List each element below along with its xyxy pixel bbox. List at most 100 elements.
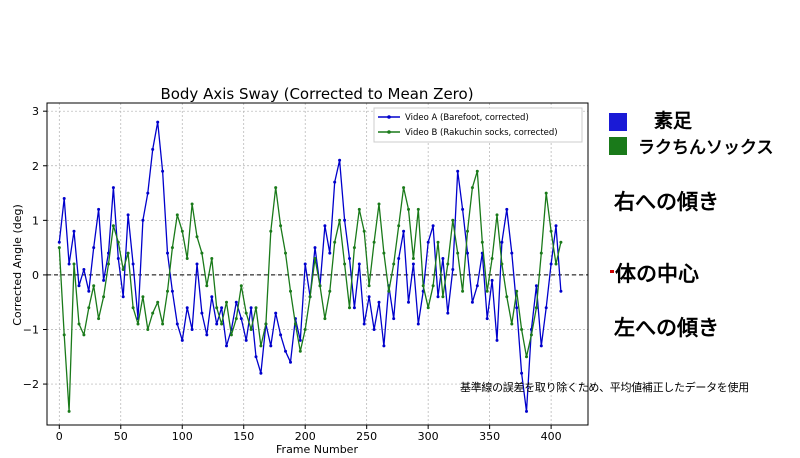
data-point xyxy=(554,224,558,228)
data-point xyxy=(357,262,361,266)
data-point xyxy=(352,246,356,250)
label-right-tilt: 右への傾き xyxy=(614,190,719,214)
data-point xyxy=(549,262,553,266)
data-point xyxy=(72,262,76,266)
data-point xyxy=(500,262,504,266)
data-point xyxy=(200,251,204,255)
data-point xyxy=(525,355,528,359)
data-point xyxy=(313,246,317,250)
data-point xyxy=(67,409,71,413)
legend-marker-barefoot xyxy=(387,115,391,119)
data-point xyxy=(451,268,455,271)
data-point xyxy=(328,251,332,255)
data-point xyxy=(116,240,120,244)
data-point xyxy=(151,147,155,151)
data-point xyxy=(205,333,209,337)
data-point xyxy=(392,317,396,321)
data-point xyxy=(259,344,263,348)
data-point xyxy=(466,229,469,233)
data-point xyxy=(141,218,145,222)
data-point xyxy=(126,251,130,255)
data-point xyxy=(539,251,543,255)
data-point xyxy=(269,229,273,233)
data-point xyxy=(323,224,327,228)
data-point xyxy=(539,344,543,348)
data-point xyxy=(382,344,386,348)
data-point xyxy=(308,295,312,299)
data-point xyxy=(338,218,342,222)
note-mean-correction: 基準線の誤差を取り除くため、平均値補正したデータを使用 xyxy=(460,381,749,394)
data-point xyxy=(397,224,401,228)
data-point xyxy=(180,229,184,233)
data-point xyxy=(289,289,292,293)
data-point xyxy=(195,235,199,239)
data-point xyxy=(180,338,184,342)
y-axis-label: Corrected Angle (deg) xyxy=(11,204,24,326)
data-point xyxy=(249,306,253,310)
data-point xyxy=(525,409,528,413)
data-point xyxy=(102,295,106,299)
data-point xyxy=(328,289,332,293)
data-point xyxy=(249,328,253,331)
data-point xyxy=(92,284,96,288)
data-point xyxy=(461,207,465,211)
data-point xyxy=(549,229,553,233)
data-point xyxy=(284,251,287,255)
data-point xyxy=(520,371,524,375)
data-point xyxy=(239,284,243,288)
data-point xyxy=(279,224,283,228)
data-point xyxy=(72,229,76,233)
data-point xyxy=(111,224,115,228)
data-point xyxy=(431,224,435,228)
label-barefoot: 素足 xyxy=(654,110,693,132)
data-point xyxy=(515,306,519,310)
data-point xyxy=(170,289,174,293)
x-tick-label: 200 xyxy=(295,430,316,443)
data-point xyxy=(475,169,479,173)
data-point xyxy=(107,262,110,266)
data-point xyxy=(298,349,302,353)
legend-label-barefoot: Video A (Barefoot, corrected) xyxy=(405,113,529,123)
data-point xyxy=(485,289,489,293)
data-point xyxy=(284,349,287,353)
data-point xyxy=(151,311,155,315)
data-point xyxy=(87,306,91,310)
data-point xyxy=(500,240,504,244)
data-point xyxy=(215,306,219,310)
data-point xyxy=(244,338,248,342)
data-point xyxy=(254,306,258,310)
x-tick-label: 0 xyxy=(56,430,63,443)
data-point xyxy=(377,300,381,304)
data-point xyxy=(441,295,445,299)
center-marker xyxy=(610,270,614,273)
data-point xyxy=(333,180,337,184)
legend-marker-socks xyxy=(387,130,391,134)
data-point xyxy=(407,207,410,211)
data-point xyxy=(293,322,297,326)
data-point xyxy=(121,268,125,271)
data-point xyxy=(446,311,450,315)
data-point xyxy=(210,295,214,299)
data-point xyxy=(259,371,263,375)
data-point xyxy=(77,284,81,288)
data-point xyxy=(436,240,440,244)
y-tick-label: −2 xyxy=(23,378,39,391)
data-point xyxy=(441,257,445,260)
data-point xyxy=(348,306,351,310)
data-point xyxy=(377,202,381,206)
data-point xyxy=(77,322,81,326)
data-point xyxy=(111,186,115,190)
data-point xyxy=(534,306,538,310)
data-point xyxy=(131,262,135,266)
data-point xyxy=(195,262,199,266)
data-point xyxy=(559,240,563,244)
data-point xyxy=(62,197,66,200)
data-point xyxy=(367,295,371,299)
data-point xyxy=(244,311,248,315)
data-point xyxy=(116,257,120,260)
series-layer xyxy=(57,120,563,413)
x-tick-label: 150 xyxy=(233,430,254,443)
data-point xyxy=(254,355,258,359)
data-point xyxy=(505,207,509,211)
